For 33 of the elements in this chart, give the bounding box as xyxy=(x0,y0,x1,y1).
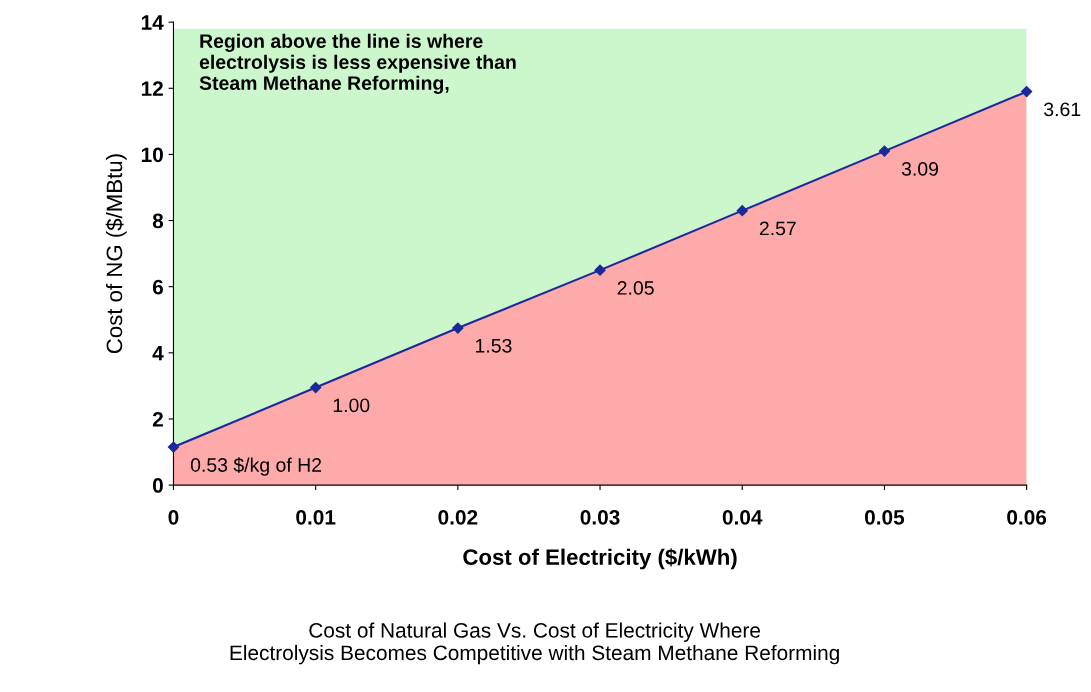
x-tick-label: 0.01 xyxy=(296,509,336,525)
annotation: 2.05 xyxy=(617,281,654,295)
x-axis-title: Cost of Electricity ($/kWh) xyxy=(463,548,737,570)
y-tick-label: 6 xyxy=(152,279,163,295)
annotation: 1.53 xyxy=(476,338,512,353)
y-tick-label: 2 xyxy=(152,411,163,427)
x-tick-label: 0.02 xyxy=(438,509,478,525)
y-tick-label: 8 xyxy=(152,213,164,229)
point xyxy=(736,205,748,217)
text: Cost of Natural Gas Vs. Cost of Electricity Where Electrolysis Becomes Competitive with Steam Methane Reforming xyxy=(230,622,839,665)
point xyxy=(878,145,891,157)
x-tick-label: 0.03 xyxy=(580,509,620,525)
point xyxy=(167,441,180,453)
x-tick-label: 0.05 xyxy=(864,509,905,525)
annotation: Region above the line is where electrolysis is less expensive than Steam Methane Reforming, xyxy=(199,33,516,94)
y-tick-label: 4 xyxy=(152,346,164,361)
annotation: 1.00 xyxy=(333,398,370,413)
annotation: 2.57 xyxy=(759,221,796,236)
y-axis-title: Cost of NG ($/MBtu) xyxy=(105,154,127,354)
annotation: 3.09 xyxy=(901,162,939,176)
y-tick-label: 0 xyxy=(152,478,163,493)
y-tick-label: 14 xyxy=(141,15,164,30)
point xyxy=(310,381,322,394)
point xyxy=(594,264,606,276)
x-tick-label: 0 xyxy=(168,509,179,525)
annotation: 3.61 xyxy=(1044,102,1081,117)
point xyxy=(1021,85,1033,98)
y-tick-label: 10 xyxy=(141,147,163,163)
point xyxy=(452,322,464,334)
y-tick-label: 12 xyxy=(141,81,163,96)
annotation: 0.53 $/kg of H2 xyxy=(190,457,322,476)
x-tick-label: 0.06 xyxy=(1007,509,1047,525)
x-tick-label: 0.04 xyxy=(722,509,763,525)
